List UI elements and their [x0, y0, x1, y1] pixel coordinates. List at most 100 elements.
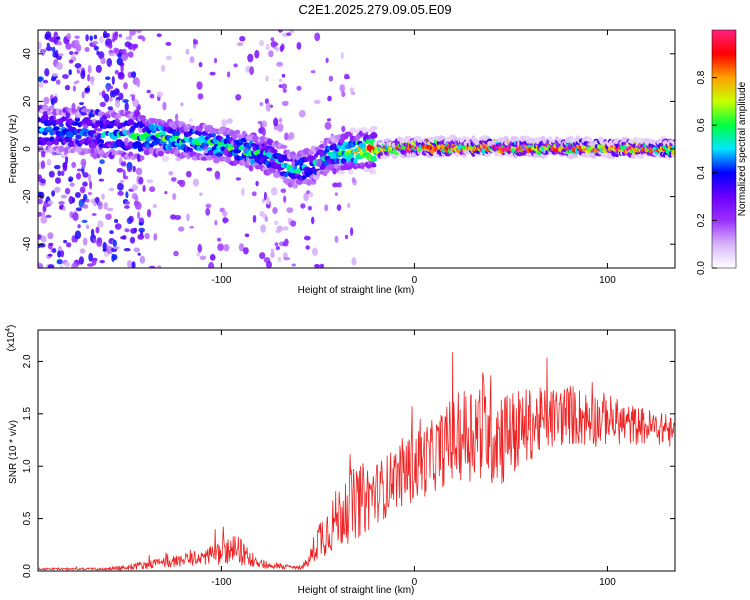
spectrogram-cell — [334, 235, 339, 243]
spectrogram-cell — [119, 62, 125, 67]
snr-panel: -100 0 100 0.0 0.5 1.0 1.5 2.0 Height of strai… — [5, 325, 676, 596]
spectrogram-cell — [208, 262, 215, 268]
spectrogram-cell — [46, 158, 52, 166]
spectrogram-cell — [69, 182, 75, 187]
spectrogram-cell — [85, 224, 90, 230]
spectrogram-cell — [56, 259, 63, 265]
spectrogram-cell — [56, 41, 62, 46]
spectrogram-cell — [60, 250, 65, 258]
spectrogram-cell — [69, 51, 74, 55]
spectrogram-cell — [166, 55, 172, 61]
spectrogram-cell — [306, 179, 312, 186]
spectrogram-cell — [127, 118, 135, 126]
spectrogram-cell — [75, 207, 82, 212]
spectrogram-cell — [114, 223, 122, 230]
spectrogram-cell — [271, 148, 278, 154]
spectrogram-cell — [146, 209, 152, 218]
spectrogram-cell — [54, 140, 59, 146]
spectrogram-cell — [223, 244, 230, 252]
spectrogram-cell — [186, 170, 192, 178]
spectrogram-cell — [58, 201, 65, 205]
x-tick-label: 100 — [599, 275, 616, 286]
colorbar-tick-label: 0.4 — [696, 165, 707, 179]
x-tick-label: -100 — [211, 577, 231, 588]
spectrogram-cell — [47, 126, 53, 131]
spectrogram-cell — [54, 186, 61, 193]
snr-scale-exponent: 4 — [5, 328, 12, 332]
spectrogram-cell — [259, 102, 264, 107]
spectrogram-cell — [65, 156, 69, 161]
spectrogram-cell — [56, 62, 63, 70]
spectrogram-cell — [66, 242, 72, 248]
spectrogram-cell — [47, 110, 53, 116]
spectrogram-cell — [99, 260, 105, 264]
spectrogram-cell — [104, 93, 110, 103]
spectrogram-cell — [200, 134, 205, 141]
spectrogram-cell — [586, 137, 593, 142]
spectrogram-cell — [344, 73, 350, 79]
spectrogram-cell — [45, 214, 52, 218]
spectrogram-cell — [52, 115, 57, 121]
spectrogram-cell — [143, 149, 151, 156]
spectrogram-cell — [120, 161, 127, 167]
spectrogram-cell — [48, 170, 55, 178]
spectrogram-cell — [165, 41, 172, 46]
spectrogram-cell — [283, 195, 287, 203]
colorbar-tick-label: 0.0 — [696, 261, 707, 275]
spectrogram-cell — [189, 225, 194, 229]
spectrogram-cell — [57, 170, 62, 177]
spectrogram-cell — [40, 160, 46, 169]
spectrogram-cell — [79, 248, 86, 254]
spectrogram-cell — [305, 245, 311, 250]
spectrogram-cell — [277, 256, 282, 263]
spectrogram-cell — [84, 47, 90, 52]
spectrogram-cell — [60, 170, 65, 177]
spectrogram-cell — [68, 179, 73, 182]
spectrogram-cell — [264, 216, 268, 223]
spectrogram-cell — [80, 151, 85, 155]
spectrogram-cell — [144, 232, 150, 240]
spectrogram-cell — [80, 70, 86, 80]
spectrogram-cell — [71, 121, 79, 126]
spectrogram-cell — [112, 246, 120, 250]
spectrogram-cell — [47, 264, 55, 268]
snr-x-ticks: -100 0 100 — [211, 330, 616, 588]
x-tick-label: 0 — [412, 275, 418, 286]
spectrogram-cell — [291, 159, 296, 168]
spectrogram-cell — [125, 191, 129, 199]
spectrogram-cell — [213, 57, 218, 64]
spectrogram-cell — [157, 265, 162, 268]
spectrogram-cell — [323, 141, 328, 148]
spectrogram-cell — [303, 192, 309, 202]
spectrogram-cell — [127, 42, 134, 50]
spectrogram-cell — [160, 120, 166, 125]
spectrogram-cell — [136, 79, 141, 88]
spectrogram-cell — [95, 226, 100, 234]
spectrogram-cell — [245, 65, 251, 73]
spectrogram-cell — [51, 72, 59, 77]
spectrogram-cell — [324, 121, 332, 130]
spectrogram-cell — [358, 142, 367, 149]
spectrogram-cell — [283, 257, 291, 261]
spectrogram-cell — [109, 97, 113, 102]
spectrogram-cell — [102, 241, 107, 251]
spectrogram-cell — [129, 30, 136, 36]
spectrogram-cell — [128, 215, 134, 223]
spectrogram-cell — [53, 126, 60, 131]
spectrogram-cell — [93, 45, 99, 51]
snr-scale-suffix: ) — [6, 325, 17, 328]
spectrogram-cell — [72, 85, 76, 92]
spectrogram-cell — [76, 172, 81, 180]
spectrogram-cell — [118, 33, 123, 38]
spectrogram-cell — [197, 93, 204, 100]
spectrogram-cell — [64, 187, 71, 195]
spectrogram-cell — [71, 137, 75, 142]
spectrogram-cell — [114, 219, 119, 223]
spectrogram-cell — [188, 147, 193, 153]
spectrogram-cell — [273, 117, 279, 127]
colorbar-tick-label: 0.8 — [696, 70, 707, 84]
spectrogram-cell — [149, 186, 156, 193]
spectrogram-cell — [119, 179, 125, 184]
spectrogram-cell — [371, 162, 377, 168]
spectrogram-cell — [134, 201, 142, 210]
